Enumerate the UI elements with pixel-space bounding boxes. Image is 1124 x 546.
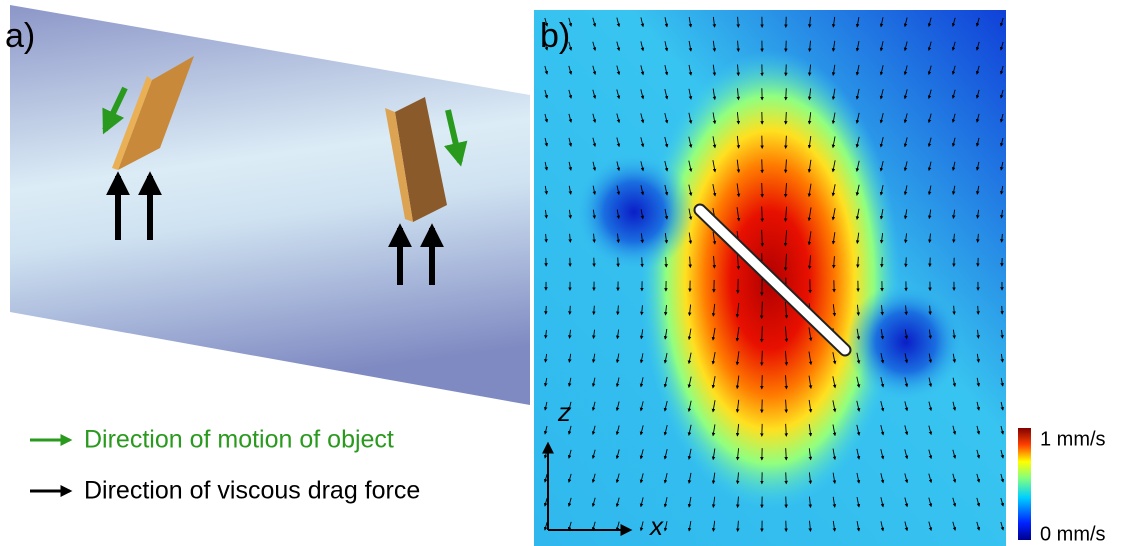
panel-label: a) [5, 17, 35, 55]
cold-zone [846, 282, 966, 402]
velocity-arrow [666, 257, 667, 267]
velocity-arrow [762, 183, 763, 197]
legend-text: Direction of viscous drag force [84, 477, 420, 505]
velocity-arrow [642, 257, 643, 266]
figure: a) Direction of motion of object Directi… [0, 0, 1124, 546]
velocity-arrow [954, 306, 955, 315]
panel-label: b) [540, 17, 570, 55]
velocity-arrow [786, 472, 787, 483]
velocity-arrow [570, 306, 571, 314]
velocity-arrow [1002, 306, 1003, 314]
velocity-arrow [786, 448, 787, 460]
velocity-arrow [882, 257, 883, 267]
velocity-arrow [762, 207, 763, 222]
velocity-arrow [978, 306, 979, 314]
axis-label: x [648, 511, 664, 541]
legend-text: Direction of motion of object [84, 426, 394, 454]
axis-label: z [557, 397, 571, 427]
velocity-arrow [546, 306, 547, 314]
velocity-arrow [906, 257, 907, 266]
velocity-arrow [786, 88, 787, 100]
colorbar [1018, 428, 1031, 540]
cold-zone [574, 152, 694, 272]
cylinder [10, 5, 530, 405]
velocity-arrow [786, 112, 787, 124]
velocity-arrow [762, 351, 763, 365]
page: {"panel_a": {"label": "a)", "legend": [{… [0, 0, 1124, 546]
colorbar-label: 0 mm/s [1040, 523, 1106, 545]
colorbar-label: 1 mm/s [1040, 428, 1106, 450]
flow-field [534, 10, 1006, 546]
